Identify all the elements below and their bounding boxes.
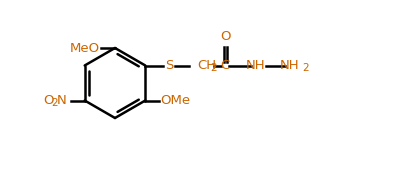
Text: S: S xyxy=(165,59,173,72)
Text: O: O xyxy=(220,30,231,43)
Text: MeO: MeO xyxy=(70,42,100,54)
Text: N: N xyxy=(57,94,67,107)
Text: NH: NH xyxy=(245,59,265,72)
Text: NH: NH xyxy=(279,59,299,72)
Text: C: C xyxy=(221,59,230,72)
Text: 2: 2 xyxy=(302,63,309,73)
Text: 2: 2 xyxy=(51,98,58,108)
Text: 2: 2 xyxy=(210,63,217,73)
Text: OMe: OMe xyxy=(160,94,191,107)
Text: CH: CH xyxy=(197,59,216,72)
Text: O: O xyxy=(43,94,54,107)
